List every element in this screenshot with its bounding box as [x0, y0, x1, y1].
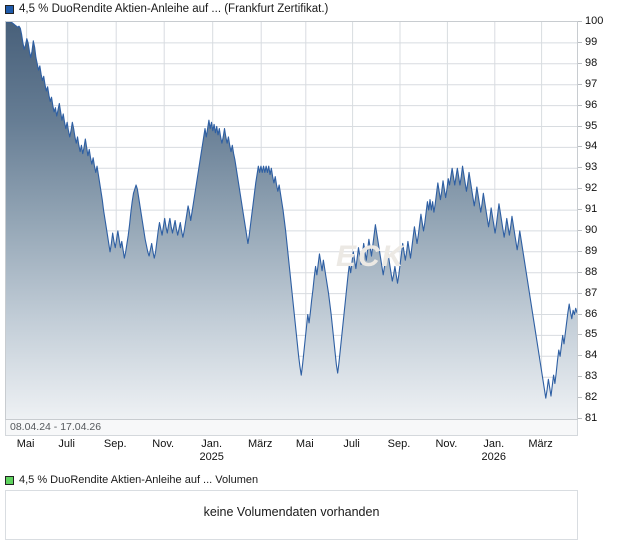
- price-area-fill: [6, 22, 577, 419]
- y-axis-tick-label: 88: [585, 265, 598, 278]
- y-axis-tick-mark: [578, 397, 582, 399]
- y-axis-tick-mark: [578, 104, 582, 106]
- y-axis-tick-mark: [578, 334, 582, 336]
- y-axis-tick-mark: [578, 229, 582, 231]
- y-axis-tick-label: 97: [585, 77, 598, 90]
- volume-legend[interactable]: 4,5 % DuoRendite Aktien-Anleihe auf ... …: [5, 474, 258, 486]
- volume-legend-label: 4,5 % DuoRendite Aktien-Anleihe auf ... …: [19, 474, 259, 486]
- x-axis-tick-label: Juli: [343, 438, 360, 450]
- x-axis-tick-label: Jan. 2025: [199, 438, 224, 463]
- y-axis-tick-mark: [578, 146, 582, 148]
- y-axis-tick-mark: [578, 41, 582, 43]
- y-axis-tick-mark: [578, 355, 582, 357]
- x-axis-tick-label: Sep.: [103, 438, 127, 450]
- y-axis-tick-label: 99: [585, 35, 598, 48]
- price-line: [6, 22, 577, 399]
- x-axis-tick-label: Mai: [295, 438, 314, 450]
- y-axis-tick-label: 83: [585, 370, 598, 383]
- y-axis-tick-mark: [578, 376, 582, 378]
- y-axis-tick-label: 92: [585, 182, 598, 195]
- x-axis-tick-label: Jan. 2026: [481, 438, 507, 463]
- y-axis-tick-mark: [578, 167, 582, 169]
- x-axis-tick-label: Mai: [16, 438, 35, 450]
- y-axis-tick-mark: [578, 250, 582, 252]
- y-axis-tick-label: 96: [585, 98, 598, 111]
- y-axis-tick-label: 84: [585, 349, 598, 362]
- y-axis-tick-label: 93: [585, 161, 598, 174]
- y-axis-tick-mark: [578, 125, 582, 127]
- y-axis-tick-label: 87: [585, 286, 598, 299]
- y-axis-tick-mark: [578, 188, 582, 190]
- y-axis-tick-mark: [578, 292, 582, 294]
- x-axis-tick-label: Juli: [58, 438, 75, 450]
- price-legend-swatch-icon: [5, 4, 14, 14]
- y-axis-tick-label: 85: [585, 328, 598, 341]
- y-axis: 100 99 98 97 96 95 94 93 92 91 90 89 88 87 86 85 84 83 82 8…: [578, 15, 620, 424]
- y-axis-tick-label: 82: [585, 391, 598, 404]
- y-axis-tick-label: 100: [585, 15, 604, 27]
- y-axis-tick-label: 91: [585, 203, 598, 216]
- price-legend[interactable]: 4,5 % DuoRendite Aktien-Anleihe auf ... …: [5, 3, 328, 15]
- y-axis-tick-label: 86: [585, 307, 598, 320]
- volume-chart-area[interactable]: keine Volumendaten vorhanden: [5, 490, 578, 540]
- y-axis-tick-label: 94: [585, 140, 598, 153]
- date-range-label: 08.04.24 - 17.04.26: [5, 420, 578, 436]
- y-axis-tick-mark: [578, 271, 582, 273]
- volume-legend-swatch-icon: [5, 475, 14, 485]
- x-axis: Mai Juli Sep. Nov. Jan. 2025 März Mai Juli Sep. No…: [0, 438, 620, 470]
- y-axis-tick-label: 98: [585, 56, 598, 69]
- y-axis-tick-mark: [578, 313, 582, 315]
- x-axis-tick-label: Sep.: [387, 438, 411, 450]
- y-axis-tick-mark: [578, 83, 582, 85]
- y-axis-tick-label: 89: [585, 244, 598, 257]
- x-axis-tick-label: März: [528, 438, 553, 450]
- y-axis-tick-mark: [578, 62, 582, 64]
- price-chart-svg: [6, 22, 577, 419]
- y-axis-tick-mark: [578, 21, 582, 22]
- x-axis-tick-label: Nov.: [152, 438, 175, 450]
- y-axis-tick-label: 90: [585, 223, 598, 236]
- volume-empty-message: keine Volumendaten vorhanden: [203, 505, 380, 519]
- x-axis-tick-label: März: [247, 438, 273, 450]
- y-axis-tick-label: 81: [585, 412, 598, 424]
- y-axis-tick-mark: [578, 209, 582, 211]
- price-chart-area[interactable]: ECK: [5, 21, 578, 420]
- price-legend-label: 4,5 % DuoRendite Aktien-Anleihe auf ... …: [19, 3, 329, 15]
- y-axis-tick-label: 95: [585, 119, 598, 132]
- y-axis-tick-mark: [578, 418, 582, 419]
- x-axis-tick-label: Nov.: [435, 438, 458, 450]
